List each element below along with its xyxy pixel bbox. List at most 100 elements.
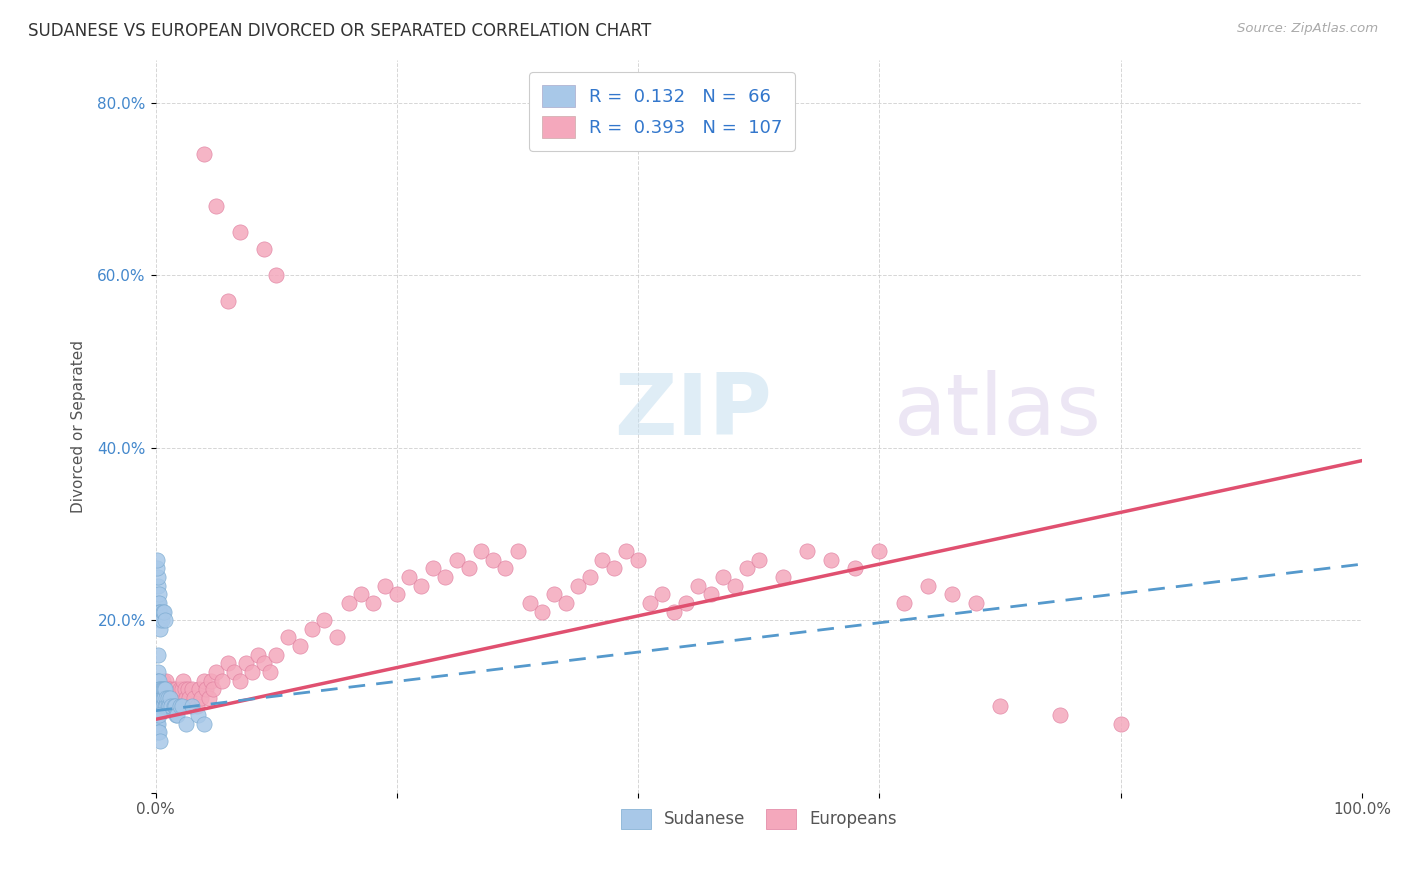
Point — [470, 544, 492, 558]
Point — [149, 690, 172, 705]
Point — [264, 268, 287, 283]
Point — [146, 579, 169, 593]
Point — [186, 699, 208, 714]
Point — [157, 699, 180, 714]
Point — [217, 294, 239, 309]
Point — [146, 725, 169, 739]
Point — [197, 690, 219, 705]
Point — [217, 657, 239, 671]
Text: Source: ZipAtlas.com: Source: ZipAtlas.com — [1237, 22, 1378, 36]
Point — [172, 673, 194, 688]
Point — [893, 596, 915, 610]
Text: atlas: atlas — [894, 370, 1102, 453]
Point — [160, 699, 183, 714]
Point — [152, 690, 174, 705]
Point — [735, 561, 758, 575]
Point — [193, 716, 215, 731]
Point — [148, 605, 170, 619]
Point — [163, 690, 186, 705]
Point — [205, 199, 228, 213]
Point — [247, 648, 270, 662]
Point — [361, 596, 384, 610]
Legend: Sudanese, Europeans: Sudanese, Europeans — [614, 802, 903, 836]
Point — [193, 673, 215, 688]
Point — [772, 570, 794, 584]
Point — [235, 657, 257, 671]
Point — [156, 699, 179, 714]
Point — [146, 596, 169, 610]
Point — [166, 690, 188, 705]
Point — [277, 631, 299, 645]
Point — [290, 639, 312, 653]
Point — [148, 690, 170, 705]
Point — [188, 682, 211, 697]
Point — [152, 605, 174, 619]
Point — [146, 553, 169, 567]
Point — [146, 682, 169, 697]
Point — [988, 699, 1011, 714]
Point — [603, 561, 626, 575]
Point — [664, 605, 686, 619]
Point — [205, 665, 228, 679]
Point — [567, 579, 589, 593]
Point — [149, 605, 172, 619]
Point — [796, 544, 818, 558]
Point — [148, 682, 170, 697]
Point — [163, 699, 186, 714]
Point — [868, 544, 890, 558]
Point — [146, 648, 169, 662]
Point — [651, 587, 673, 601]
Text: SUDANESE VS EUROPEAN DIVORCED OR SEPARATED CORRELATION CHART: SUDANESE VS EUROPEAN DIVORCED OR SEPARAT… — [28, 22, 651, 40]
Point — [156, 690, 179, 705]
Point — [146, 699, 169, 714]
Point — [153, 682, 176, 697]
Point — [156, 682, 179, 697]
Point — [149, 682, 172, 697]
Point — [146, 699, 169, 714]
Point — [190, 690, 212, 705]
Point — [422, 561, 444, 575]
Point — [153, 605, 176, 619]
Point — [1109, 716, 1132, 731]
Point — [146, 690, 169, 705]
Point — [146, 708, 169, 723]
Point — [155, 673, 177, 688]
Point — [146, 682, 169, 697]
Point — [150, 613, 173, 627]
Point — [350, 587, 373, 601]
Point — [434, 570, 457, 584]
Point — [148, 587, 170, 601]
Point — [166, 708, 188, 723]
Point — [155, 690, 177, 705]
Point — [176, 699, 198, 714]
Point — [543, 587, 565, 601]
Point — [229, 673, 252, 688]
Point — [398, 570, 420, 584]
Point — [153, 682, 176, 697]
Point — [146, 690, 169, 705]
Point — [965, 596, 987, 610]
Point — [150, 682, 173, 697]
Point — [170, 690, 193, 705]
Point — [699, 587, 721, 601]
Point — [146, 699, 169, 714]
Point — [337, 596, 360, 610]
Point — [844, 561, 866, 575]
Point — [638, 596, 661, 610]
Point — [155, 682, 177, 697]
Point — [591, 553, 613, 567]
Point — [146, 690, 169, 705]
Point — [211, 673, 233, 688]
Point — [155, 699, 177, 714]
Point — [155, 613, 177, 627]
Point — [917, 579, 939, 593]
Point — [229, 225, 252, 239]
Point — [200, 673, 222, 688]
Point — [724, 579, 747, 593]
Point — [1049, 708, 1071, 723]
Point — [301, 622, 323, 636]
Point — [172, 682, 194, 697]
Point — [165, 708, 187, 723]
Point — [711, 570, 734, 584]
Point — [146, 561, 169, 575]
